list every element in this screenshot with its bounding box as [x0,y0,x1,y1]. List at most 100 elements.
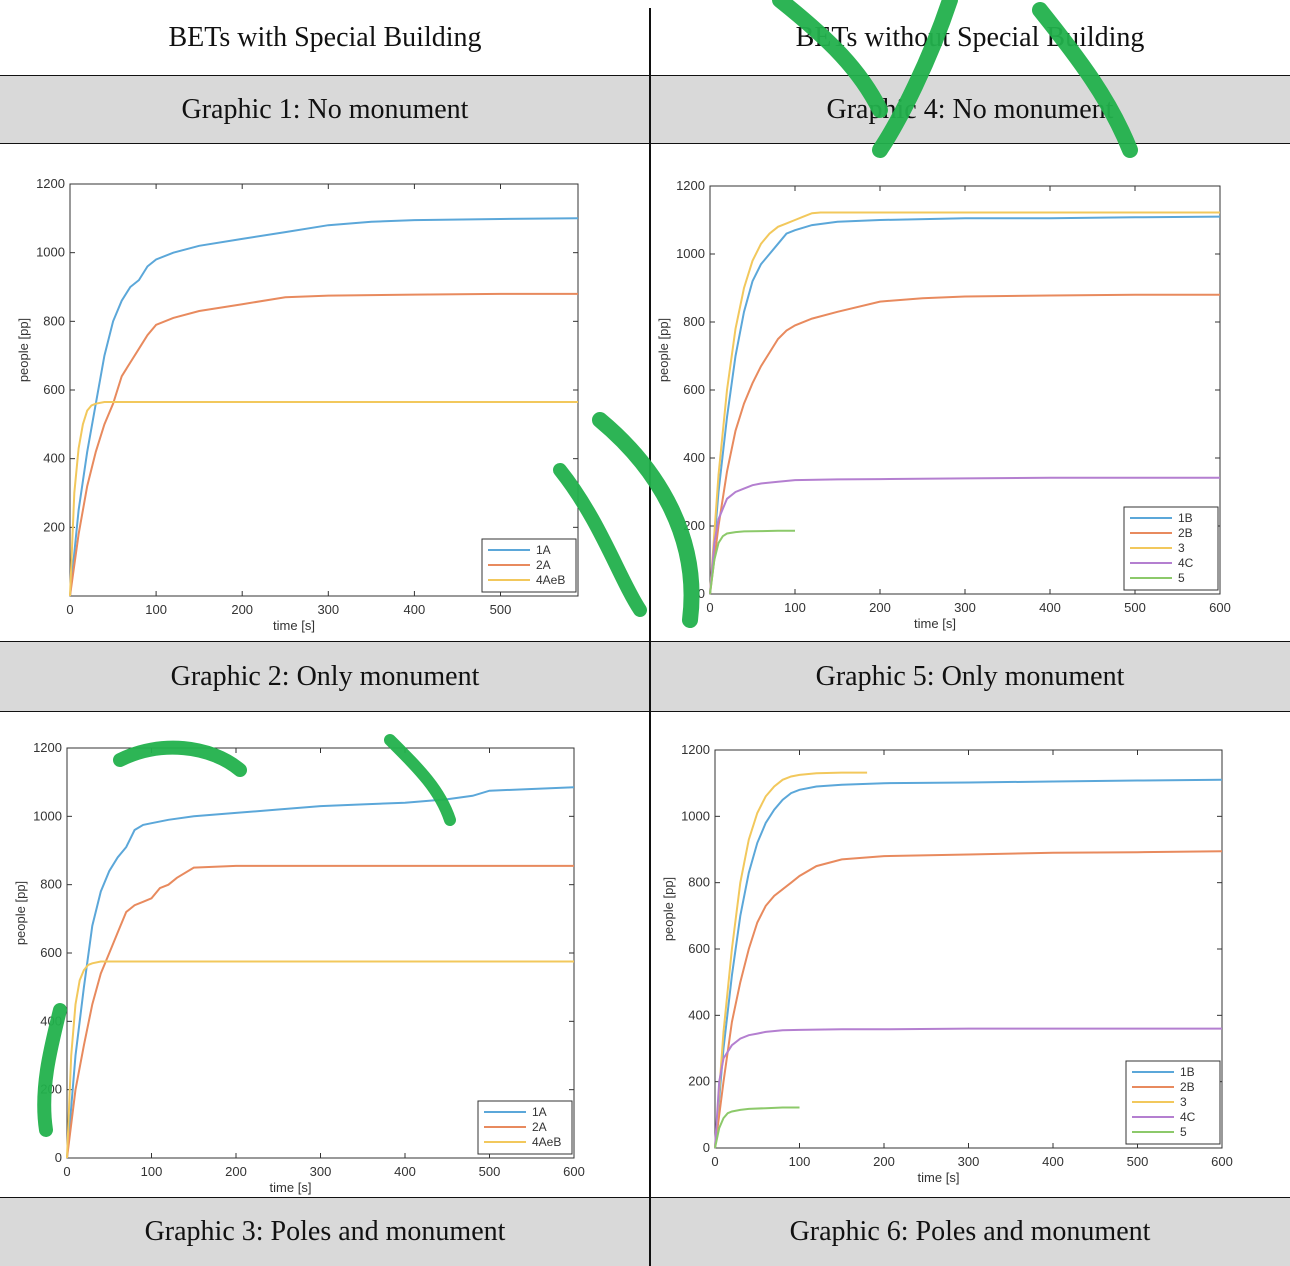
y-tick-label: 1000 [36,245,65,260]
x-tick-label: 100 [145,602,167,617]
x-tick-label: 300 [958,1154,980,1169]
x-tick-label: 0 [66,602,73,617]
x-tick-label: 500 [1124,600,1146,615]
y-axis-label: people [pp] [661,877,676,941]
y-tick-label: 1000 [681,808,710,823]
plot-cell-g4: 0 100 200 300 400 500 600 0 200 400 600 800 1000 1200… [650,144,1290,642]
caption-g5-label: Graphic 5: Only monument [815,661,1125,692]
legend-label: 1B [1178,511,1193,525]
legend-label: 2A [536,558,551,572]
series-line [709,293,1220,595]
caption-g2: Graphic 2: Only monument [0,642,650,712]
series-line [714,1106,800,1149]
header-right-label: BETs without Special Building [795,22,1145,53]
x-tick-label: 500 [1127,1154,1149,1169]
y-tick-label: 800 [688,875,710,890]
plot-cell-g1: 0 100 200 300 400 500 200 400 600 800 1000 1200 time… [0,144,650,642]
x-axis-label: time [s] [273,618,315,633]
x-tick-label: 100 [141,1164,163,1179]
plot-cell-g3: 0 100 200 300 400 500 600 0 200 400 600 800 1000 1200… [0,712,650,1198]
table-rule [0,75,1290,76]
x-tick-label: 200 [225,1164,247,1179]
header-left: BETs with Special Building [0,0,650,76]
y-axis-label: people [pp] [13,881,28,945]
caption-g3-label: Graphic 3: Poles and monument [144,1216,506,1247]
table-rule [0,1197,1290,1198]
header-right: BETs without Special Building [650,0,1290,76]
chart-graphic-1: 0 100 200 300 400 500 200 400 600 800 1000 1200 time… [16,176,579,633]
x-tick-label: 0 [711,1154,718,1169]
legend-label: 4C [1180,1110,1196,1124]
y-tick-label: 200 [40,1082,62,1097]
y-tick-label: 0 [698,586,705,601]
y-tick-label: 600 [688,941,710,956]
caption-g4: Graphic 4: No monument [650,76,1290,144]
series-line [66,864,574,1159]
caption-g2-label: Graphic 2: Only monument [170,661,480,692]
legend-label: 4AeB [536,573,565,587]
legend-label: 1A [536,543,551,557]
chart-graphic-3: 0 100 200 300 400 500 600 0 200 400 600 800 1000 1200… [13,740,585,1195]
series-line [714,771,868,1149]
chart-graphic-6: 0 100 200 300 400 500 600 0 200 400 600 800 1000 1200… [661,742,1233,1185]
y-tick-label: 400 [683,450,705,465]
header-left-label: BETs with Special Building [168,22,482,53]
x-tick-label: 400 [394,1164,416,1179]
legend-label: 1B [1180,1065,1195,1079]
y-tick-label: 400 [40,1013,62,1028]
legend-label: 4C [1178,556,1194,570]
x-tick-label: 300 [954,600,976,615]
plot-area [66,747,575,1159]
x-tick-label: 400 [1039,600,1061,615]
legend-label: 2B [1180,1080,1195,1094]
caption-g5: Graphic 5: Only monument [650,642,1290,712]
caption-g3: Graphic 3: Poles and monument [0,1198,650,1266]
y-tick-label: 1200 [36,176,65,191]
table-rule [0,143,1290,144]
y-tick-label: 600 [683,382,705,397]
caption-g1: Graphic 1: No monument [0,76,650,144]
series-line [714,778,1223,1149]
series-line [709,529,795,595]
legend-label: 2B [1178,526,1193,540]
y-tick-label: 800 [683,314,705,329]
y-tick-label: 1000 [33,808,62,823]
legend-label: 5 [1178,571,1185,585]
y-tick-label: 600 [43,382,65,397]
y-tick-label: 0 [55,1150,62,1165]
x-axis-label: time [s] [914,616,956,631]
caption-g4-label: Graphic 4: No monument [826,94,1114,125]
y-tick-label: 400 [43,451,65,466]
series-line [709,211,1220,595]
y-tick-label: 200 [683,518,705,533]
series-line [69,217,579,597]
y-tick-label: 1200 [681,742,710,757]
x-tick-label: 200 [873,1154,895,1169]
series-line [714,1027,1222,1149]
x-tick-label: 200 [869,600,891,615]
y-tick-label: 0 [703,1140,710,1155]
x-axis-label: time [s] [270,1180,312,1195]
table-rule [0,711,1290,712]
x-axis-label: time [s] [918,1170,960,1185]
legend-label: 2A [532,1120,547,1134]
caption-g6: Graphic 6: Poles and monument [650,1198,1290,1266]
x-tick-label: 500 [479,1164,501,1179]
chart-graphic-4: 0 100 200 300 400 500 600 0 200 400 600 800 1000 1200… [656,178,1231,631]
plot-cell-g6: 0 100 200 300 400 500 600 0 200 400 600 800 1000 1200… [650,712,1290,1198]
y-tick-label: 600 [40,945,62,960]
y-axis-label: people [pp] [656,318,671,382]
x-tick-label: 300 [317,602,339,617]
legend-label: 4AeB [532,1135,561,1149]
series-line [69,292,578,597]
y-tick-label: 400 [688,1007,710,1022]
series-line [714,850,1223,1149]
x-tick-label: 100 [789,1154,811,1169]
legend-label: 1A [532,1105,547,1119]
y-tick-label: 200 [688,1074,710,1089]
legend-label: 3 [1178,541,1185,555]
y-tick-label: 800 [40,877,62,892]
table-rule [0,641,1290,642]
table-divider-vertical [649,8,651,1266]
